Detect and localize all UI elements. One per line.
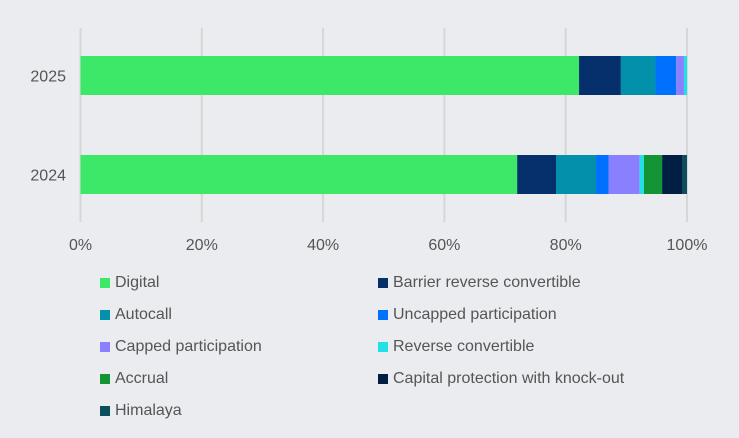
legend-swatch [100,278,110,288]
bar-segment-barrier-reverse-convertible [579,56,621,95]
legend-label: Himalaya [115,402,182,419]
bar-segment-reverse-convertible [683,56,687,95]
legend-swatch [378,278,388,288]
bar-segment-capped-participation [608,155,640,194]
legend-label: Barrier reverse convertible [393,274,581,291]
legend-item: Capital protection with knock-out [378,369,678,389]
bar-segment-capped-participation [676,56,684,95]
legend-swatch [100,374,110,384]
bar-segment-digital [80,155,518,194]
legend-swatch [100,406,110,416]
legend-item: Himalaya [100,401,378,421]
legend-item: Barrier reverse convertible [378,273,678,293]
x-tick-label: 0% [69,237,92,254]
legend-label: Accrual [115,370,169,387]
legend-item: Accrual [100,369,378,389]
legend-item: Digital [100,273,378,293]
bar-segment-capital-protection-with-knock-out [662,155,683,194]
legend-swatch [100,310,110,320]
x-tick-label: 40% [307,237,339,254]
legend-swatch [100,342,110,352]
bar-segment-uncapped-participation [596,155,609,194]
y-tick-label: 2024 [30,168,66,185]
legend-item: Capped participation [100,337,378,357]
x-tick-label: 60% [428,237,460,254]
bar-segment-himalaya [682,155,687,194]
x-tick-label: 20% [186,237,218,254]
legend-label: Digital [115,274,160,291]
bar-segment-accrual [643,155,663,194]
y-tick-label: 2025 [30,69,66,86]
legend-item: Autocall [100,305,378,325]
bar-segment-autocall [555,155,597,194]
legend-label: Capital protection with knock-out [393,370,625,387]
bar-segment-autocall [620,56,656,95]
legend-swatch [378,310,388,320]
legend-label: Reverse convertible [393,338,535,355]
legend-label: Uncapped participation [393,306,557,323]
legend: Digital Barrier reverse convertible Autoca… [100,273,720,421]
legend-label: Capped participation [115,338,262,355]
x-tick-label: 100% [667,237,708,254]
bar-segment-barrier-reverse-convertible [517,155,556,194]
legend-swatch [378,374,388,384]
bar-segment-reverse-convertible [639,155,644,194]
legend-label: Autocall [115,306,172,323]
bar-segment-digital [80,56,580,95]
legend-item: Reverse convertible [378,337,678,357]
x-tick-label: 80% [550,237,582,254]
legend-item: Uncapped participation [378,305,678,325]
plot-area: 0% 20% 40% 60% 80% 100% 2025 2024 [30,28,708,254]
legend-swatch [378,342,388,352]
bar-segment-uncapped-participation [655,56,677,95]
